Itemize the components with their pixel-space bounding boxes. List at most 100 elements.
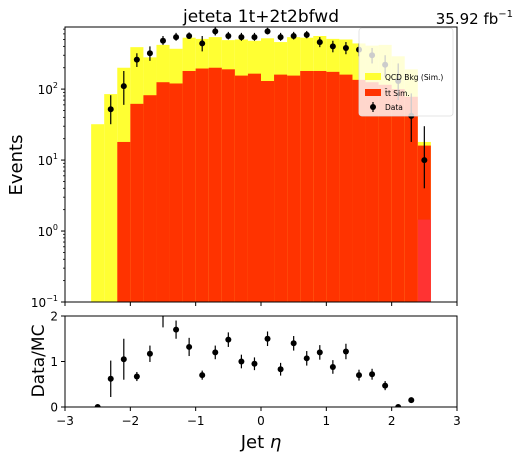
legend-data-label: Data bbox=[385, 103, 403, 112]
ttbar-bar bbox=[391, 89, 405, 302]
ttbar-bar bbox=[143, 95, 157, 302]
main-y-label: Events bbox=[6, 135, 27, 196]
ratio-x-tick-label: 2 bbox=[388, 414, 396, 428]
ttbar-bar bbox=[182, 70, 196, 302]
ratio-y-label: Data/MC bbox=[29, 325, 49, 398]
ttbar-bar bbox=[117, 141, 131, 302]
data-point bbox=[173, 34, 180, 41]
legend: QCD Bkg (Sim.) t̄t Sim. Data bbox=[358, 27, 454, 117]
ratio-point bbox=[225, 336, 232, 343]
main-panel: 10−1 100 101 102 jeteta 1t+2t2bfwd 35.92 fb… bbox=[6, 7, 513, 310]
ratio-point bbox=[186, 343, 193, 350]
data-point bbox=[160, 37, 166, 44]
ratio-x-tick-label: 3 bbox=[453, 414, 461, 428]
ratio-point bbox=[395, 404, 402, 407]
ratio-point bbox=[251, 360, 258, 367]
qcd-bar bbox=[104, 94, 118, 302]
ttbar-bar bbox=[365, 82, 379, 302]
main-y-axis: 10−1 100 101 102 bbox=[31, 28, 65, 310]
ttbar-bar bbox=[378, 84, 392, 302]
data-point bbox=[251, 34, 258, 41]
data-point bbox=[277, 34, 284, 41]
legend-data-marker bbox=[370, 102, 376, 112]
ratio-point bbox=[408, 397, 415, 404]
ratio-point bbox=[199, 372, 206, 379]
ttbar-bar bbox=[130, 103, 144, 302]
ttbar-bar bbox=[208, 67, 222, 302]
ratio-point bbox=[238, 358, 245, 365]
ttbar-bar bbox=[169, 83, 183, 302]
ttbar-bar bbox=[156, 82, 170, 302]
ttbar-bar bbox=[234, 75, 248, 302]
ratio-panel: 0 1 2 −3 −2 −1 0 1 2 3 Data/MC Jet η bbox=[29, 310, 461, 454]
ttbar-bar bbox=[404, 96, 418, 302]
legend-ttbar-swatch bbox=[365, 89, 381, 96]
legend-box bbox=[358, 27, 454, 117]
ttbar-bar bbox=[261, 81, 275, 302]
ratio-point bbox=[356, 372, 362, 379]
ttbar-bar bbox=[274, 74, 288, 302]
chart-title: jeteta 1t+2t2bfwd bbox=[182, 7, 339, 27]
data-point bbox=[290, 33, 297, 40]
data-point bbox=[107, 106, 114, 113]
ttbar-bar bbox=[247, 73, 261, 302]
ratio-x-tick-label: 0 bbox=[257, 414, 265, 428]
ratio-point bbox=[94, 404, 101, 407]
data-point bbox=[342, 44, 349, 51]
data-point bbox=[264, 28, 271, 35]
legend-qcd-swatch bbox=[365, 73, 381, 80]
data-point bbox=[186, 33, 193, 40]
data-point bbox=[199, 40, 206, 47]
qcd-bar bbox=[91, 124, 105, 302]
ratio-plot-area bbox=[94, 316, 415, 407]
ratio-point bbox=[146, 350, 153, 357]
ttbar-bar bbox=[326, 71, 340, 302]
edge-bar bbox=[417, 219, 431, 302]
ratio-y-tick-label: 2 bbox=[50, 310, 58, 324]
legend-qcd-label: QCD Bkg (Sim.) bbox=[385, 73, 443, 82]
ratio-point bbox=[277, 366, 284, 373]
ratio-point bbox=[342, 348, 349, 355]
ratio-point bbox=[329, 363, 336, 370]
main-y-tick-label: 10−1 bbox=[31, 294, 58, 310]
data-point bbox=[329, 43, 336, 50]
ttbar-bar bbox=[287, 75, 301, 302]
ttbar-bar bbox=[195, 68, 209, 302]
ratio-point bbox=[369, 371, 376, 378]
ttbar-bar bbox=[313, 70, 327, 302]
main-plot-area bbox=[91, 27, 431, 302]
ratio-point bbox=[120, 356, 127, 363]
ratio-y-tick-label: 1 bbox=[50, 355, 58, 369]
ratio-x-tick-label: −3 bbox=[56, 414, 74, 428]
data-point bbox=[212, 28, 219, 35]
data-point bbox=[316, 39, 323, 46]
data-point bbox=[133, 56, 140, 63]
ratio-x-tick-label: −1 bbox=[187, 414, 205, 428]
ratio-x-tick-label: −2 bbox=[121, 414, 139, 428]
main-x-axis bbox=[64, 302, 458, 306]
main-y-tick-label: 100 bbox=[38, 223, 58, 239]
x-axis-label-symbol: η bbox=[270, 432, 281, 453]
ratio-point bbox=[316, 349, 323, 356]
data-point bbox=[120, 83, 127, 90]
ttbar-bar bbox=[221, 69, 235, 302]
main-y-tick-label: 102 bbox=[38, 81, 58, 97]
ratio-point bbox=[107, 375, 114, 382]
legend-ttbar-label: t̄t Sim. bbox=[385, 89, 410, 98]
ttbar-bar bbox=[339, 74, 353, 302]
ratio-point bbox=[133, 373, 140, 380]
ratio-y-tick-label: 0 bbox=[50, 401, 58, 415]
data-point bbox=[146, 50, 153, 57]
ratio-point bbox=[290, 340, 297, 347]
ttbar-bar bbox=[352, 79, 366, 302]
ratio-point bbox=[382, 382, 389, 389]
ratio-y-axis: 0 1 2 bbox=[50, 310, 65, 415]
data-point bbox=[303, 31, 310, 38]
ratio-point bbox=[264, 335, 271, 342]
ttbar-bar bbox=[300, 70, 314, 302]
x-axis-label: Jet η bbox=[240, 432, 282, 453]
main-y-tick-label: 101 bbox=[38, 152, 58, 168]
ratio-point bbox=[212, 349, 219, 356]
ratio-point bbox=[173, 326, 180, 333]
